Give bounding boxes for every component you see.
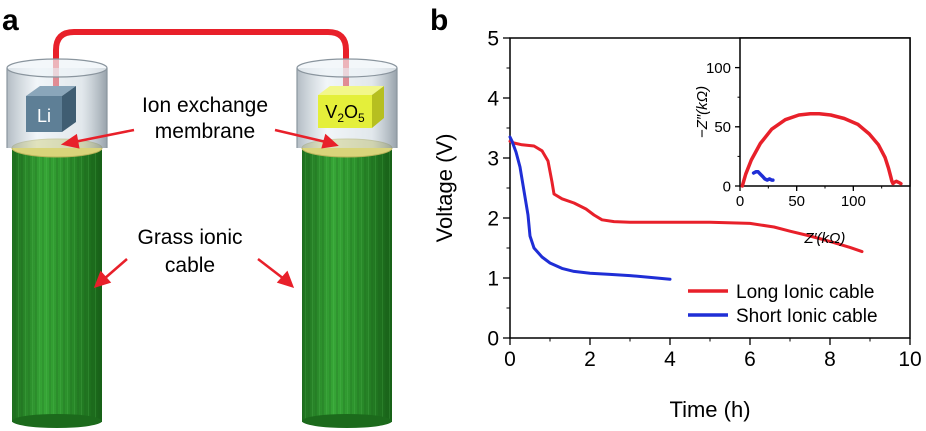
right-grass-cable: [301, 138, 393, 428]
v2o5-electrode: V2O5: [318, 86, 384, 128]
x-tick-label: 0: [736, 193, 744, 210]
main-x-axis-label: Time (h): [669, 397, 750, 422]
panel-a: a Li: [2, 4, 398, 428]
x-tick-label: 8: [824, 348, 836, 371]
y-tick-label: 2: [487, 208, 499, 231]
legend: Long Ionic cable Short Ionic cable: [688, 282, 878, 327]
connecting-wire: [53, 29, 349, 103]
impedance-inset-chart: 0 50 100 0 50 100 Z′(kΩ) −Z″(kΩ): [694, 37, 911, 247]
v2o5-label: V2O5: [325, 102, 365, 125]
inset-plot-frame: [739, 37, 911, 187]
membrane-label-line1: Ion exchange: [142, 94, 268, 117]
x-tick-label: 10: [898, 348, 921, 371]
inset-y-axis-label: −Z″(kΩ): [694, 86, 711, 138]
x-tick-label: 100: [841, 193, 866, 210]
x-tick-label: 50: [788, 193, 805, 210]
series-line-long: [740, 112, 903, 188]
legend-label-long: Long Ionic cable: [736, 282, 874, 303]
panel-a-label: a: [2, 4, 19, 37]
series-line-long: [508, 139, 864, 254]
y-tick-label: 3: [487, 148, 499, 171]
y-tick-label: 0: [723, 178, 731, 195]
series-line-short: [508, 135, 672, 281]
membrane-arrows: [60, 128, 339, 149]
x-tick-label: 0: [504, 348, 516, 371]
y-tick-label: 4: [487, 88, 499, 111]
cable-arrows: [93, 258, 295, 288]
main-y-axis-label: Voltage (V): [432, 134, 457, 243]
li-electrode: Li: [26, 86, 76, 132]
series-line-short: [751, 170, 775, 182]
y-tick-label: 5: [487, 28, 499, 51]
x-tick-label: 6: [744, 348, 756, 371]
y-tick-label: 50: [714, 119, 731, 136]
cable-label-line2: cable: [165, 254, 215, 277]
y-tick-label: 100: [706, 60, 731, 77]
left-grass-cable: [11, 138, 103, 428]
y-tick-label: 1: [487, 268, 499, 291]
y-tick-label: 0: [487, 328, 499, 351]
x-tick-label: 4: [664, 348, 676, 371]
cable-label-line1: Grass ionic: [137, 226, 242, 249]
x-tick-label: 2: [584, 348, 596, 371]
panel-b-label: b: [430, 4, 448, 37]
li-label: Li: [37, 106, 51, 126]
legend-label-short: Short Ionic cable: [736, 306, 878, 327]
inset-x-axis-label: Z′(kΩ): [804, 230, 846, 247]
membrane-label-line2: membrane: [155, 120, 255, 143]
